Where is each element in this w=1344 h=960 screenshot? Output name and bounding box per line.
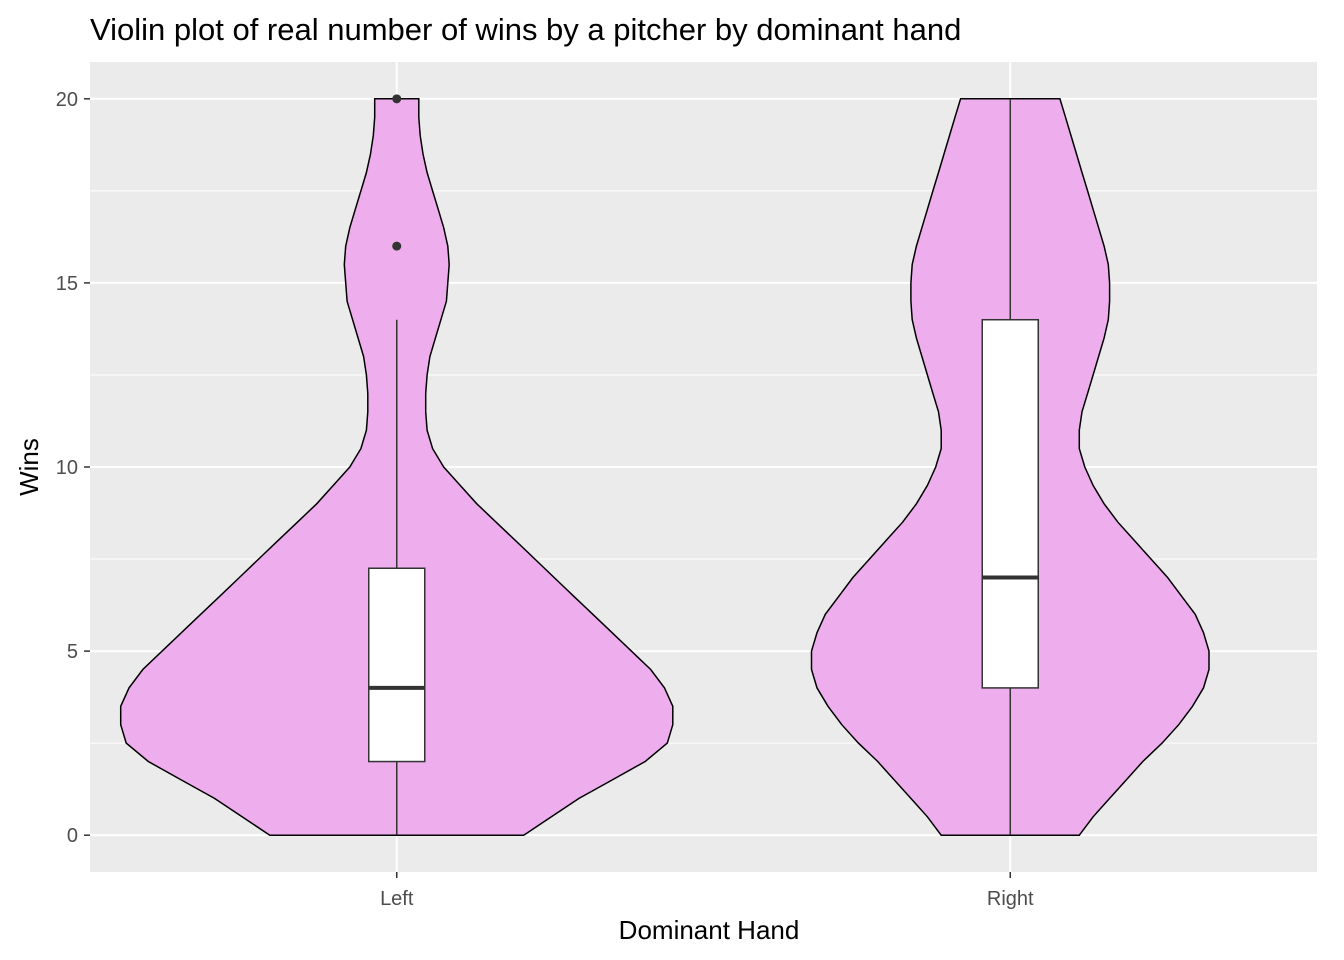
- y-tick-label: 5: [67, 641, 78, 663]
- x-axis-title: Dominant Hand: [619, 915, 800, 945]
- y-tick-label: 10: [56, 457, 78, 479]
- chart-title: Violin plot of real number of wins by a …: [90, 12, 961, 47]
- x-axis: Left Right: [380, 872, 1034, 910]
- y-tick-label: 0: [67, 825, 78, 847]
- y-tick-label: 15: [56, 273, 78, 295]
- y-axis: 0 5 10 15 20: [56, 89, 90, 847]
- box-left: [368, 567, 426, 763]
- y-axis-title: Wins: [14, 438, 44, 496]
- box-right: [981, 318, 1039, 689]
- outlier-point-left: [392, 241, 402, 251]
- x-tick-label-left: Left: [380, 888, 414, 910]
- x-tick-label-right: Right: [987, 888, 1034, 910]
- boxplot-layer: [368, 98, 1039, 836]
- y-tick-label: 20: [56, 89, 78, 111]
- outlier-layer: [392, 94, 402, 251]
- outlier-point-left: [392, 94, 402, 104]
